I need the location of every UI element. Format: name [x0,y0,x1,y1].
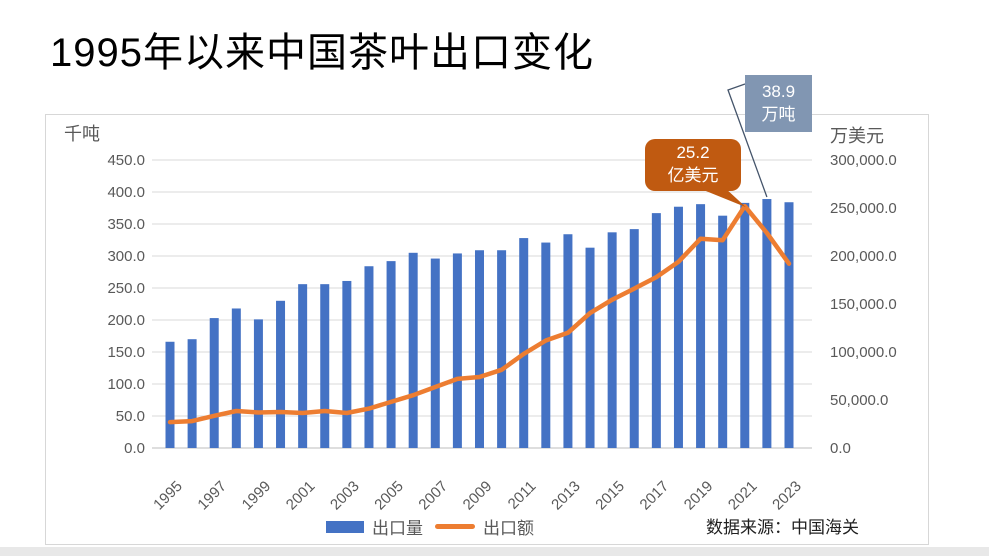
bar-2023 [784,202,794,448]
chart-frame [45,114,929,545]
bar-2011 [519,238,529,448]
x-axis-tick-label: 2007 [415,478,451,514]
left-axis-tick-label: 350.0 [107,216,145,233]
annotation-leader-line [727,83,768,198]
bar-2004 [364,266,374,448]
export-value-line [167,203,792,425]
bar-2018 [673,206,683,448]
x-axis-tick-label: 2013 [548,478,584,514]
left-axis-tick-label: 0.0 [124,440,145,457]
annotation-value-peak: 25.2 亿美元 [645,139,741,191]
annotation-callout-tail [696,187,746,208]
right-axis-tick-label: 50,000.0 [830,392,888,409]
chart-legend: 出口量 出口额 [326,514,546,539]
bar-2006 [408,252,418,448]
left-axis-unit: 千吨 [64,124,100,144]
right-axis-tick-label: 100,000.0 [830,344,897,361]
bar-2019 [696,204,706,448]
bar-2012 [541,242,551,448]
right-axis-tick-label: 250,000.0 [830,200,897,217]
bar-2013 [563,234,573,448]
left-axis-tick-label: 150.0 [107,344,145,361]
slide-edge-strip [0,547,989,556]
x-axis-tick-label: 2015 [592,478,628,514]
bar-2020 [718,215,728,448]
x-axis-tick-label: 2011 [505,478,540,513]
left-axis-tick-label: 300.0 [107,248,145,265]
right-axis-tick-label: 150,000.0 [830,296,897,313]
right-axis-tick-label: 0.0 [830,440,851,457]
x-axis-tick-label: 2019 [681,478,717,514]
x-axis-tick-label: 2009 [460,478,496,514]
legend-item-export-value: 出口额 [435,514,534,539]
annotation-volume-value: 38.9 [761,81,796,101]
bar-2015 [607,232,617,448]
bar-1998 [231,308,241,448]
legend-label-export-volume: 出口量 [372,519,423,538]
bar-2021 [740,202,750,448]
x-axis-tick-label: 2021 [725,478,761,514]
left-axis-tick-label: 450.0 [107,152,145,169]
bar-2010 [497,250,507,448]
annotation-value-unit: 亿美元 [667,166,719,185]
x-axis-tick-label: 2005 [371,478,407,514]
legend-item-export-volume: 出口量 [326,514,423,539]
bar-2002 [320,284,330,448]
bar-1996 [187,339,197,448]
bar-2014 [585,247,595,448]
bar-2022 [762,199,772,448]
bar-2009 [474,250,484,448]
left-axis-tick-label: 400.0 [107,184,145,201]
right-axis-tick-label: 300,000.0 [830,152,897,169]
x-axis-tick-label: 2023 [769,478,805,514]
bar-2016 [629,229,639,448]
bar-2005 [386,261,396,448]
left-axis-tick-label: 50.0 [116,408,145,425]
bar-2017 [651,213,661,448]
bar-2000 [276,300,286,448]
page-title: 1995年以来中国茶叶出口变化 [50,31,594,75]
x-axis-tick-label: 2001 [283,478,319,514]
right-axis-tick-label: 200,000.0 [830,248,897,265]
left-axis-tick-label: 100.0 [107,376,145,393]
bar-1999 [253,319,263,448]
data-source-note: 数据来源：中国海关 [706,518,859,537]
annotation-volume-unit: 万吨 [761,104,796,124]
x-axis-tick-label: 1999 [239,478,275,514]
x-axis-tick-label: 1995 [150,478,186,514]
x-axis-tick-label: 2017 [637,478,673,514]
left-axis-tick-label: 200.0 [107,312,145,329]
bar-2008 [452,253,462,448]
bar-swatch-icon [326,520,364,533]
bar-2007 [430,258,440,448]
x-axis-tick-label: 1997 [194,478,230,514]
annotation-volume-peak: 38.9 万吨 [745,75,812,132]
legend-label-export-value: 出口额 [483,519,534,538]
bar-1997 [209,318,219,448]
bar-2003 [342,280,352,448]
annotation-value-value: 25.2 [676,143,710,163]
bar-1995 [165,341,175,448]
bar-2001 [298,284,308,448]
left-axis-tick-label: 250.0 [107,280,145,297]
line-swatch-icon [435,524,475,529]
x-axis-tick-label: 2003 [327,478,363,514]
right-axis-unit: 万美元 [830,126,884,146]
